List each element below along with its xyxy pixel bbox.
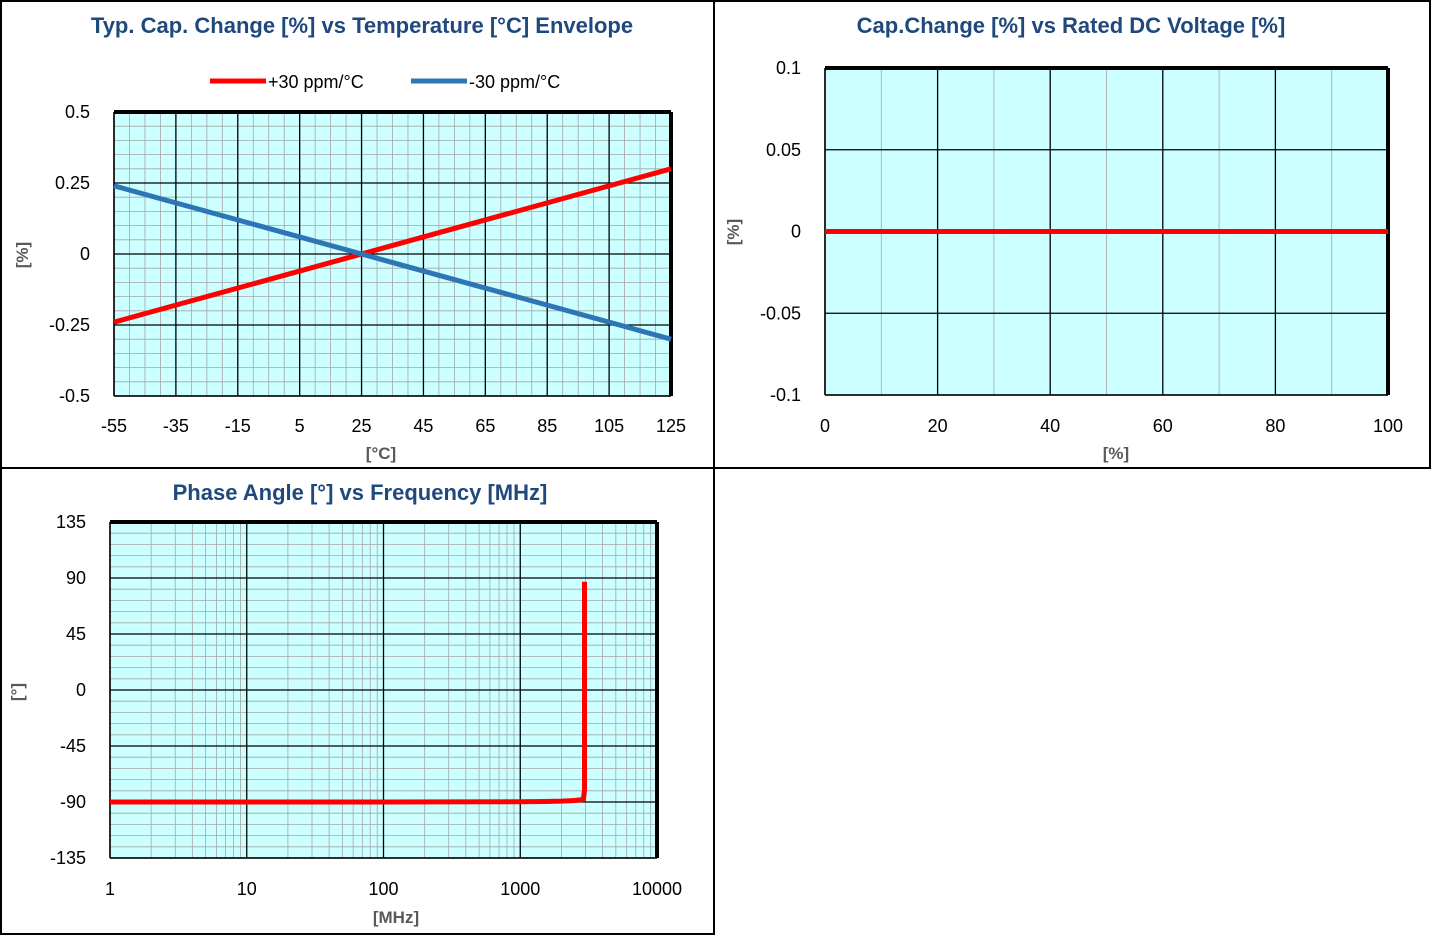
y-axis-title: [%] [13,242,32,268]
y-axis-title: [%] [724,219,743,245]
x-tick-label: 100 [1373,416,1403,436]
y-tick-label: 0.25 [55,173,90,193]
chart-phase-angle: Phase Angle [°] vs Frequency [MHz] 1 10 10… [8,480,682,927]
y-tick-label: 90 [66,568,86,588]
y-tick-label: -90 [60,792,86,812]
x-tick-label: 60 [1153,416,1173,436]
series-line-0 [110,581,587,805]
x-tick-label: 25 [352,416,372,436]
chart-temperature: Typ. Cap. Change [%] vs Temperature [°C]… [13,13,686,463]
y-tick-label: 45 [66,624,86,644]
x-tick-label: 100 [368,879,398,899]
x-tick-label: 5 [295,416,305,436]
x-tick-label: -55 [101,416,127,436]
x-tick-label: 10000 [632,879,682,899]
y-tick-label: 0.5 [65,102,90,122]
y-tick-label: -135 [50,848,86,868]
x-axis-title: [MHz] [373,908,419,927]
gridlines [113,111,672,397]
y-tick-label: 0 [791,222,801,242]
chart-title: Typ. Cap. Change [%] vs Temperature [°C]… [91,13,633,38]
x-tick-label: 40 [1040,416,1060,436]
x-tick-label: 105 [594,416,624,436]
x-axis-title: [°C] [366,444,396,463]
x-tick-label: 45 [413,416,433,436]
series-line-1 [113,183,672,342]
legend-label-plus30: +30 ppm/°C [268,72,364,92]
x-tick-label: 80 [1265,416,1285,436]
x-tick-label: -15 [225,416,251,436]
y-tick-label: -0.1 [770,385,801,405]
y-tick-label: 0.1 [776,58,801,78]
x-axis-title: [%] [1103,444,1129,463]
legend-label-minus30: -30 ppm/°C [469,72,560,92]
y-axis-title: [°] [8,683,27,701]
x-tick-label: -35 [163,416,189,436]
x-tick-label: 10 [237,879,257,899]
y-tick-label: -0.05 [760,303,801,323]
series-line-0 [113,166,672,325]
y-tick-label: -0.25 [49,315,90,335]
y-tick-label: -0.5 [59,386,90,406]
chart-title: Phase Angle [°] vs Frequency [MHz] [173,480,548,505]
x-tick-label: 1 [105,879,115,899]
y-tick-label: 135 [56,512,86,532]
x-tick-label: 1000 [500,879,540,899]
y-tick-label: 0.05 [766,140,801,160]
y-tick-label: 0 [76,680,86,700]
x-tick-label: 125 [656,416,686,436]
x-tick-label: 20 [928,416,948,436]
chart-dc-voltage: Cap.Change [%] vs Rated DC Voltage [%] 0… [724,13,1403,463]
y-tick-label: -45 [60,736,86,756]
legend: +30 ppm/°C -30 ppm/°C [210,72,560,92]
x-tick-label: 85 [537,416,557,436]
chart-title: Cap.Change [%] vs Rated DC Voltage [%] [857,13,1286,38]
x-tick-label: 0 [820,416,830,436]
x-tick-label: 65 [475,416,495,436]
y-tick-label: 0 [80,244,90,264]
